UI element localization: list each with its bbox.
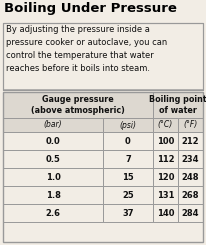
Text: 2.6: 2.6 [46,208,61,218]
FancyBboxPatch shape [153,92,203,118]
Text: 1.8: 1.8 [46,191,60,199]
Text: 0: 0 [125,136,131,146]
Text: (psi): (psi) [119,121,137,130]
FancyBboxPatch shape [153,186,178,204]
Text: 1.0: 1.0 [46,172,60,182]
FancyBboxPatch shape [3,168,103,186]
Text: 284: 284 [182,208,199,218]
FancyBboxPatch shape [103,186,153,204]
Text: Gauge pressure
(above atmospheric): Gauge pressure (above atmospheric) [31,95,125,115]
Text: By adjusting the pressure inside a
pressure cooker or autoclave, you can
control: By adjusting the pressure inside a press… [6,25,167,73]
Text: 7: 7 [125,155,131,163]
Text: (bar): (bar) [44,121,62,130]
FancyBboxPatch shape [3,92,153,118]
Text: (°C): (°C) [158,121,173,130]
Text: 37: 37 [122,208,134,218]
Text: 120: 120 [157,172,174,182]
Text: 140: 140 [157,208,174,218]
FancyBboxPatch shape [178,118,203,132]
FancyBboxPatch shape [178,132,203,150]
Text: 268: 268 [182,191,199,199]
Text: (°F): (°F) [183,121,198,130]
Text: 212: 212 [182,136,199,146]
FancyBboxPatch shape [103,168,153,186]
Text: 131: 131 [157,191,174,199]
FancyBboxPatch shape [178,186,203,204]
FancyBboxPatch shape [178,204,203,222]
Text: 234: 234 [182,155,199,163]
FancyBboxPatch shape [153,150,178,168]
FancyBboxPatch shape [153,118,178,132]
FancyBboxPatch shape [103,118,153,132]
FancyBboxPatch shape [103,132,153,150]
FancyBboxPatch shape [3,118,103,132]
FancyBboxPatch shape [178,150,203,168]
Text: 0.5: 0.5 [46,155,60,163]
FancyBboxPatch shape [3,23,203,90]
FancyBboxPatch shape [153,168,178,186]
FancyBboxPatch shape [3,204,103,222]
FancyBboxPatch shape [153,204,178,222]
FancyBboxPatch shape [3,150,103,168]
FancyBboxPatch shape [3,132,103,150]
Text: 112: 112 [157,155,174,163]
FancyBboxPatch shape [103,204,153,222]
FancyBboxPatch shape [178,168,203,186]
Text: 0.0: 0.0 [46,136,60,146]
FancyBboxPatch shape [153,132,178,150]
Text: 248: 248 [182,172,199,182]
Text: Boiling point
of water: Boiling point of water [149,95,206,115]
Text: 15: 15 [122,172,134,182]
Text: Boiling Under Pressure: Boiling Under Pressure [4,2,177,15]
FancyBboxPatch shape [3,186,103,204]
Text: 25: 25 [122,191,134,199]
Text: 100: 100 [157,136,174,146]
FancyBboxPatch shape [103,150,153,168]
